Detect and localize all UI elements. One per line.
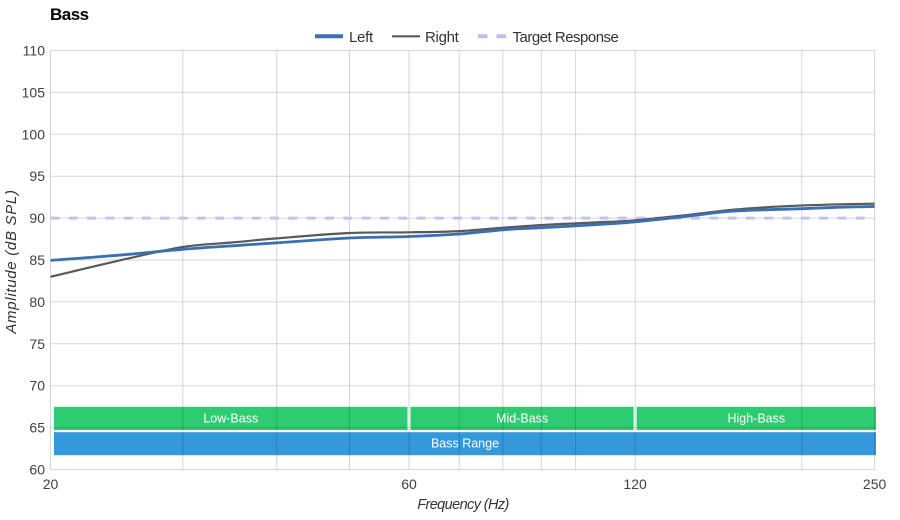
svg-text:Frequency (Hz): Frequency (Hz) bbox=[417, 497, 509, 513]
svg-text:95: 95 bbox=[29, 168, 45, 184]
svg-text:85: 85 bbox=[29, 252, 45, 268]
svg-text:90: 90 bbox=[29, 210, 45, 226]
svg-text:105: 105 bbox=[22, 84, 46, 100]
svg-text:20: 20 bbox=[43, 476, 59, 492]
svg-text:Low-Bass: Low-Bass bbox=[203, 412, 258, 426]
svg-text:60: 60 bbox=[401, 476, 417, 492]
svg-text:Mid-Bass: Mid-Bass bbox=[496, 412, 548, 426]
svg-text:110: 110 bbox=[23, 43, 46, 59]
svg-text:100: 100 bbox=[22, 126, 46, 142]
svg-text:Amplitude (dB SPL): Amplitude (dB SPL) bbox=[3, 189, 20, 334]
svg-text:75: 75 bbox=[29, 336, 45, 352]
svg-text:60: 60 bbox=[29, 462, 45, 478]
svg-text:120: 120 bbox=[623, 476, 647, 492]
svg-text:Target Response: Target Response bbox=[513, 29, 619, 46]
svg-text:Bass: Bass bbox=[50, 5, 89, 24]
svg-text:70: 70 bbox=[29, 378, 45, 394]
svg-text:80: 80 bbox=[29, 294, 45, 310]
svg-text:65: 65 bbox=[29, 420, 45, 436]
svg-text:High-Bass: High-Bass bbox=[727, 412, 785, 426]
svg-text:250: 250 bbox=[863, 476, 887, 492]
svg-text:Bass Range: Bass Range bbox=[431, 436, 499, 450]
svg-text:Right: Right bbox=[425, 29, 460, 46]
svg-text:Left: Left bbox=[349, 29, 374, 46]
